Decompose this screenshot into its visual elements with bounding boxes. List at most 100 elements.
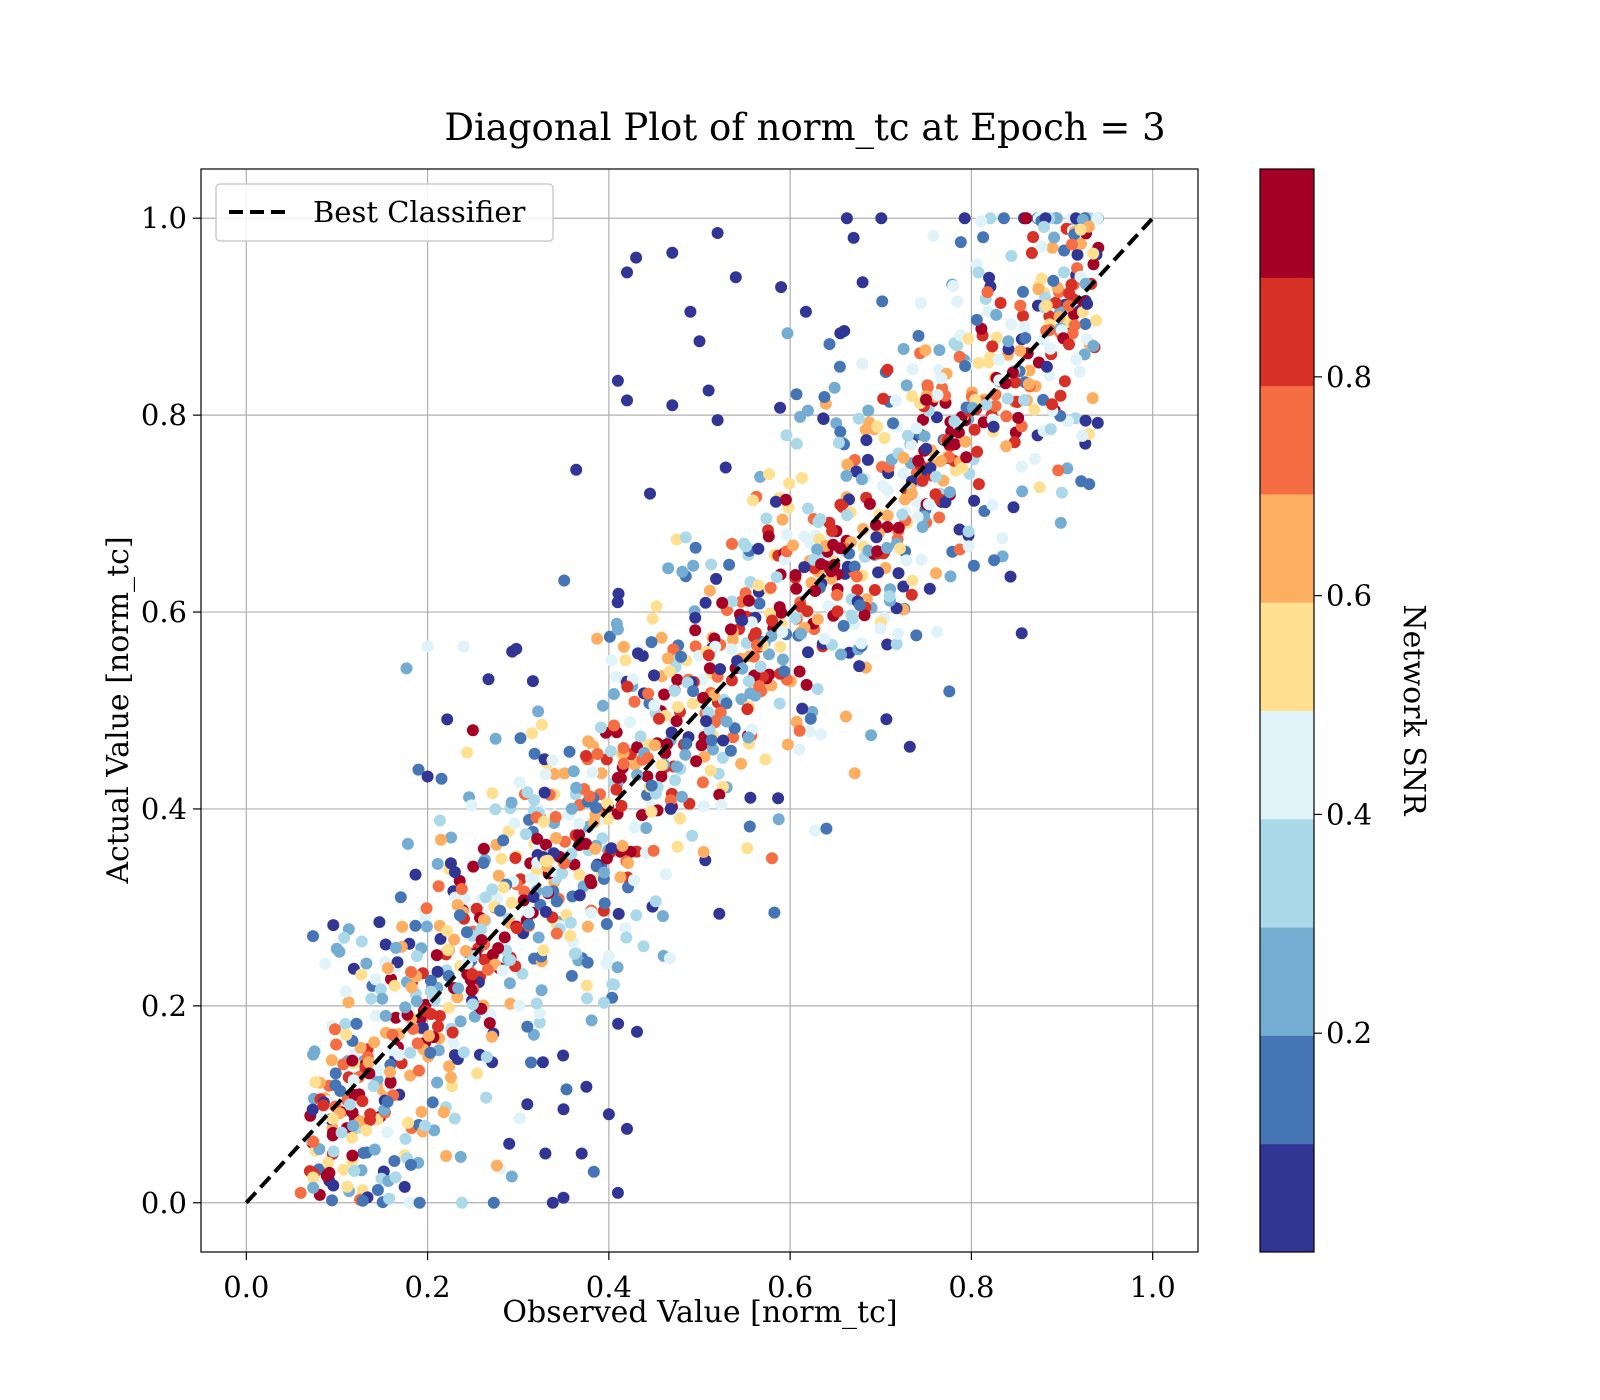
scatter-point [533,1016,546,1029]
scatter-point [413,1064,425,1077]
scatter-point [920,393,932,406]
scatter-point [770,571,783,584]
scatter-point [381,1126,394,1139]
scatter-point [746,494,759,507]
scatter-point [848,560,861,573]
scatter-point [796,702,809,715]
scatter-point [674,812,687,825]
scatter-point [564,916,577,929]
scatter-point [774,401,787,414]
scatter-point [1014,344,1027,357]
scatter-point [659,868,672,881]
scatter-point [368,1036,381,1049]
scatter-point [610,783,623,796]
scatter-point [421,640,434,653]
colorbar-segment [1260,385,1314,495]
scatter-point [536,1056,549,1069]
scatter-point [631,769,644,781]
scatter-point [307,1135,320,1148]
scatter-point [901,429,914,442]
scatter-point [766,614,779,627]
scatter-point [702,706,715,719]
scatter-point [441,713,454,726]
scatter-point [1070,353,1083,366]
scatter-point [620,931,633,944]
scatter-point [580,1080,593,1093]
scatter-point [876,295,889,308]
scatter-point [951,295,964,308]
scatter-point [990,308,1003,321]
scatter-point [838,325,851,337]
scatter-point [621,1122,633,1135]
scatter-point [763,468,776,481]
scatter-point [455,883,468,895]
scatter-point [477,914,490,927]
scatter-point [918,430,931,443]
scatter-point [897,451,910,464]
scatter-point [793,665,806,678]
scatter-point [1086,392,1099,405]
scatter-point [1046,241,1059,254]
scatter-point [681,676,694,689]
scatter-point [628,695,641,708]
scatter-point [858,609,871,622]
scatter-point [1071,248,1084,261]
scatter-point [400,662,413,675]
scatter-point [642,687,655,700]
y-tick-label: 1.0 [141,201,187,235]
scatter-point [967,559,980,572]
scatter-point [704,764,717,777]
scatter-point [818,632,831,645]
scatter-point [650,600,663,613]
scatter-point [1074,223,1087,236]
scatter-point [607,688,620,700]
scatter-point [598,897,611,910]
scatter-point [480,1051,493,1063]
scatter-point [646,612,659,625]
scatter-point [434,932,447,945]
scatter-point [409,868,422,881]
scatter-point [330,1038,343,1051]
scatter-point [818,391,831,403]
scatter-point [927,229,940,242]
scatter-point [1004,570,1017,583]
scatter-point [741,703,754,716]
scatter-point [564,929,577,942]
scatter-point [658,688,671,701]
scatter-point [924,462,937,474]
scatter-point [327,919,340,932]
scatter-point [663,952,676,965]
scatter-point [584,874,597,886]
scatter-point [773,601,786,614]
scatter-point [1079,318,1092,330]
scatter-point [820,822,833,835]
scatter-point [875,212,888,225]
scatter-point [412,763,425,776]
scatter-point [568,947,581,960]
scatter-point [384,1076,397,1089]
scatter-point [610,670,623,683]
scatter-point [713,788,726,801]
scatter-point [1000,440,1013,453]
scatter-point [1014,299,1027,312]
scatter-point [711,227,724,239]
scatter-point [881,541,893,554]
scatter-point [689,611,702,624]
scatter-point [492,942,505,955]
scatter-point [905,439,918,452]
scatter-point [482,673,495,686]
scatter-point [350,1017,363,1030]
scatter-point [1018,394,1031,407]
scatter-point [570,781,583,794]
scatter-point [852,412,865,425]
scatter-point [804,712,817,725]
scatter-point [903,740,916,753]
scatter-point [587,1165,600,1178]
scatter-point [637,940,650,953]
scatter-point [465,984,478,997]
colorbar-segment [1260,1143,1314,1253]
scatter-point [347,1119,359,1132]
scatter-point [689,624,702,637]
scatter-point [433,814,446,827]
scatter-point [959,360,972,372]
